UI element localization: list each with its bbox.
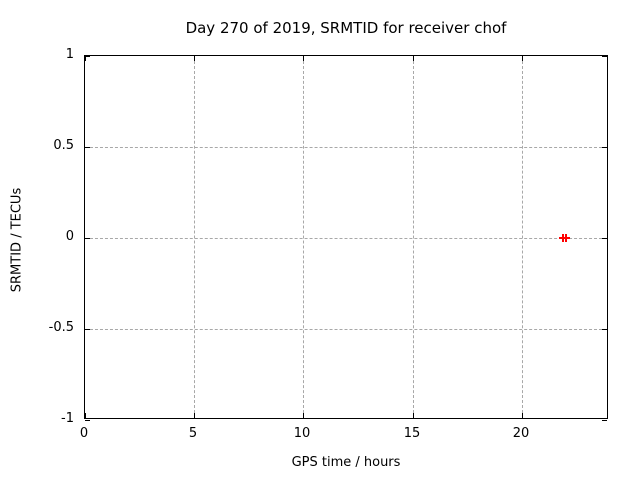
y-tick-right — [602, 56, 607, 57]
x-gridline — [303, 56, 304, 418]
x-tick-bottom — [194, 413, 195, 418]
y-tick-right — [602, 420, 607, 421]
x-tick-bottom — [303, 413, 304, 418]
x-gridline — [194, 56, 195, 418]
y-gridline — [85, 329, 607, 330]
y-tick-left — [85, 238, 90, 239]
y-tick-left — [85, 147, 90, 148]
y-tick-label: -0.5 — [48, 320, 74, 335]
x-tick-bottom — [522, 413, 523, 418]
x-tick-label: 10 — [293, 426, 311, 441]
plot-area — [84, 55, 608, 421]
x-axis-title: GPS time / hours — [291, 455, 401, 470]
chart-title: Day 270 of 2019, SRMTID for receiver cho… — [185, 19, 507, 37]
y-gridline — [85, 147, 607, 148]
x-tick-top — [413, 56, 414, 61]
x-tick-label: 15 — [403, 426, 421, 441]
y-gridline — [85, 238, 607, 239]
y-tick-label: 1 — [65, 47, 74, 62]
x-tick-top — [522, 56, 523, 61]
x-tick-bottom — [85, 413, 86, 418]
y-tick-left — [85, 420, 90, 421]
y-tick-right — [602, 147, 607, 148]
x-tick-top — [85, 56, 86, 61]
y-tick-right — [602, 329, 607, 330]
x-tick-label: 5 — [188, 426, 198, 441]
y-tick-label: 0.5 — [53, 138, 74, 153]
x-tick-label: 0 — [79, 426, 89, 441]
x-tick-top — [194, 56, 195, 61]
y-tick-left — [85, 329, 90, 330]
data-point-marker — [562, 234, 571, 242]
y-tick-label: -1 — [61, 411, 74, 426]
y-tick-label: 0 — [65, 229, 74, 244]
x-gridline — [413, 56, 414, 418]
x-tick-bottom — [413, 413, 414, 418]
y-tick-left — [85, 56, 90, 57]
y-tick-right — [602, 238, 607, 239]
x-tick-top — [303, 56, 304, 61]
x-gridline — [522, 56, 523, 418]
x-tick-label: 20 — [512, 426, 530, 441]
